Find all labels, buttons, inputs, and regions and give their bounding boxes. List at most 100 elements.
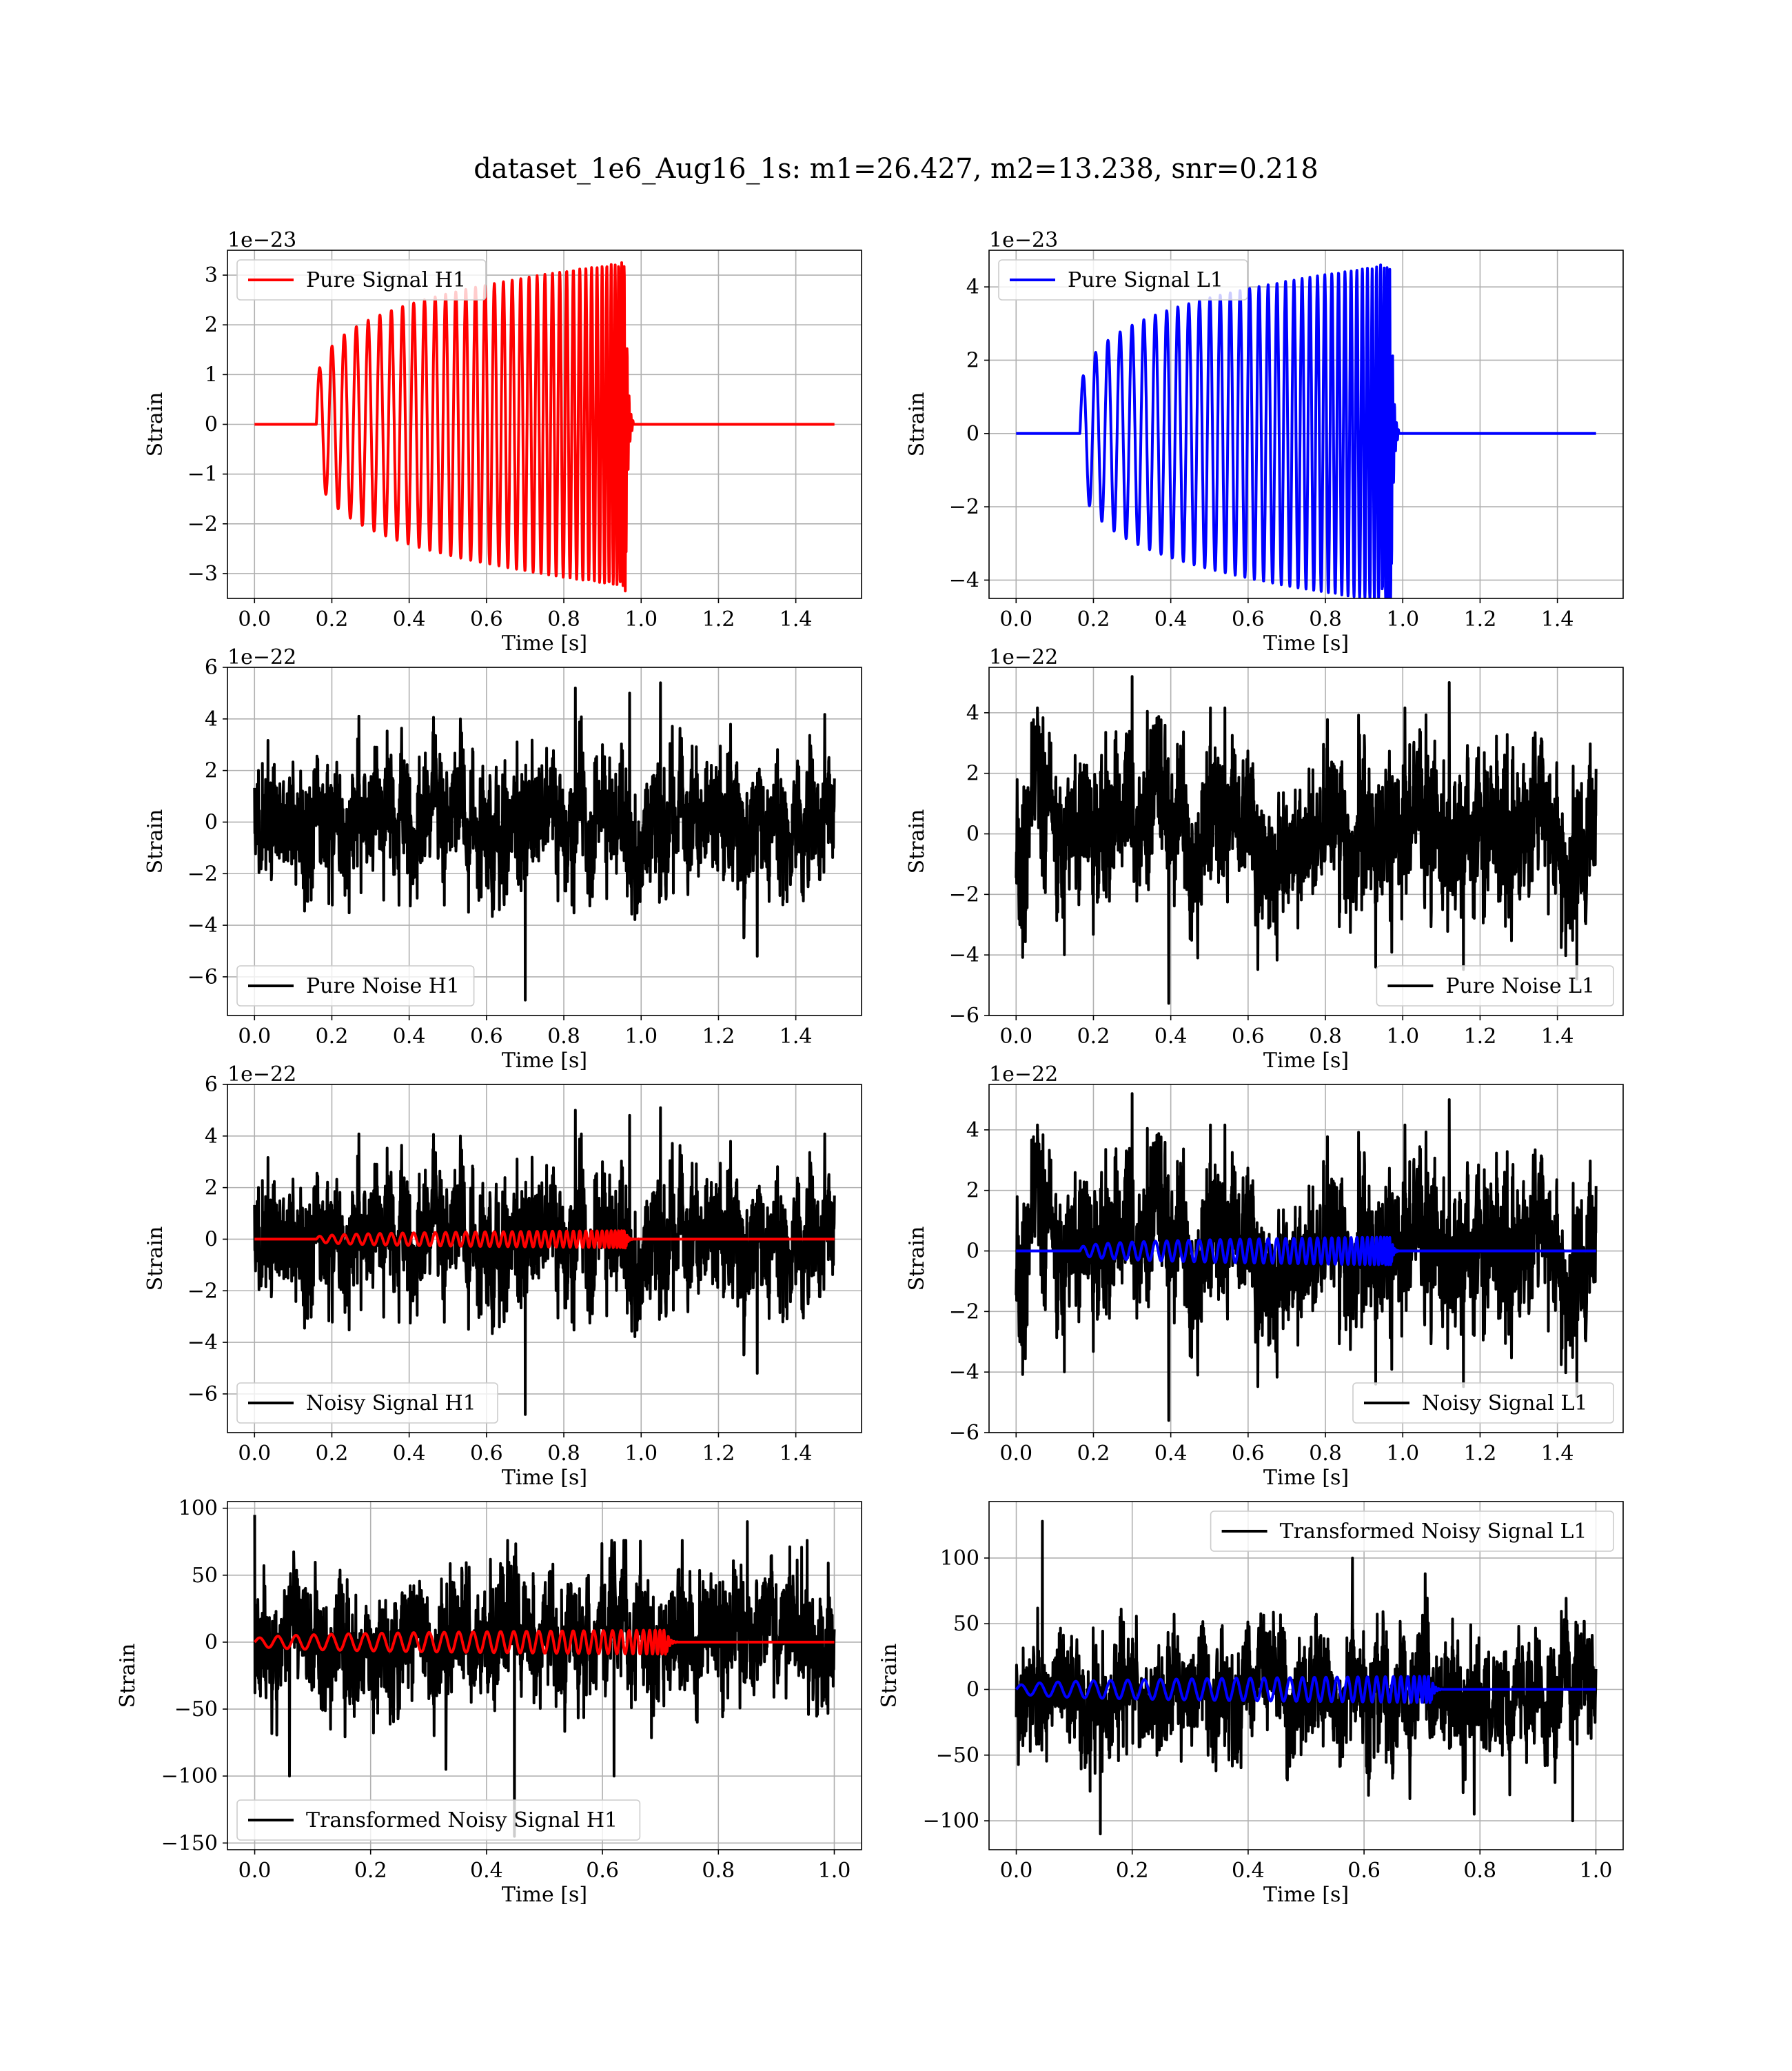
- legend-label: Noisy Signal L1: [1422, 1391, 1587, 1415]
- x-tick-label: 0.2: [1077, 1024, 1110, 1049]
- y-axis-label: Strain: [116, 1644, 140, 1708]
- plot-area: [1015, 675, 1598, 1005]
- legend-label: Pure Signal H1: [306, 268, 466, 292]
- x-tick-label: 0.2: [316, 1442, 349, 1466]
- subplot-noisy-signal-h1: 0.0 0.2 0.4 0.6 0.8 1.0 1.2 1.4 −6 −4 −2 0 2 4 6 Time […: [143, 1062, 862, 1490]
- y-tick-label: −6: [949, 1421, 979, 1445]
- x-tick-label: 0.4: [1232, 1859, 1265, 1883]
- y-tick-label: −4: [949, 568, 979, 592]
- y-tick-label: 2: [205, 1176, 218, 1200]
- y-tick-label: 100: [940, 1546, 979, 1570]
- y-axis-label: Strain: [905, 1226, 929, 1291]
- legend-box: [1376, 965, 1614, 1007]
- x-axis-label: Time [s]: [502, 632, 587, 656]
- plot-area: [1015, 1519, 1598, 1836]
- y-tick-label: −2: [187, 512, 218, 536]
- plot-area: [253, 1515, 836, 1838]
- legend-label: Pure Signal L1: [1068, 268, 1223, 292]
- x-tick-label: 1.4: [1541, 607, 1574, 632]
- x-tick-label: 0.6: [470, 607, 503, 632]
- axes-frame: [227, 1501, 862, 1850]
- x-axis-label: Time [s]: [1263, 632, 1349, 656]
- x-tick-label: 0.0: [238, 607, 271, 632]
- y-tick-label: 2: [205, 313, 218, 337]
- y-axis-label: Strain: [143, 1226, 167, 1291]
- x-axis-label: Time [s]: [502, 1466, 587, 1490]
- x-tick-label: 0.8: [1309, 1442, 1342, 1466]
- y-tick-label: −2: [187, 862, 218, 886]
- y-tick-label: 2: [966, 348, 979, 372]
- subplot-pure-signal-h1: 0.0 0.2 0.4 0.6 0.8 1.0 1.2 1.4 −3 −2 −1 0 1 2 3 Time […: [143, 228, 862, 656]
- legend-label: Transformed Noisy Signal H1: [306, 1808, 618, 1832]
- y-tick-label: 0: [205, 1630, 218, 1655]
- x-tick-label: 0.8: [1463, 1859, 1496, 1883]
- y-tick-label: −2: [949, 495, 979, 519]
- x-tick-label: 0.2: [1116, 1859, 1149, 1883]
- y-tick-label: −3: [187, 562, 218, 586]
- y-axis-label: Strain: [143, 809, 167, 874]
- x-axis-label: Time [s]: [502, 1883, 587, 1907]
- x-tick-label: 0.6: [1232, 607, 1265, 632]
- y-tick-label: 1: [205, 363, 218, 387]
- series-line-0: [1015, 1519, 1598, 1836]
- x-tick-label: 0.6: [1232, 1442, 1265, 1466]
- x-tick-label: 0.8: [547, 1442, 580, 1466]
- y-tick-label: −2: [949, 882, 979, 907]
- axes-frame: [988, 1501, 1624, 1850]
- x-tick-label: 1.0: [1580, 1859, 1613, 1883]
- x-tick-label: 0.0: [1000, 1859, 1033, 1883]
- x-tick-label: 0.2: [1077, 1442, 1110, 1466]
- y-tick-label: −150: [161, 1831, 218, 1855]
- x-tick-label: 1.4: [1541, 1024, 1574, 1049]
- subplot-transformed-noisy-signal-h1: 0.0 0.2 0.4 0.6 0.8 1.0 −150 −100 −50 0 50 100 Time …: [116, 1497, 862, 1907]
- axes-frame: [988, 250, 1624, 599]
- series-line-1: [1015, 1235, 1598, 1266]
- plot-area: [253, 261, 836, 593]
- y-tick-label: 4: [966, 275, 979, 299]
- series-line-1: [1015, 1675, 1598, 1704]
- axes-frame: [227, 1084, 862, 1433]
- y-tick-label: 2: [966, 1179, 979, 1203]
- x-tick-label: 1.2: [702, 1442, 735, 1466]
- x-tick-label: 0.0: [238, 1024, 271, 1049]
- legend: Transformed Noisy Signal H1: [236, 1799, 641, 1841]
- legend: Noisy Signal H1: [236, 1382, 498, 1424]
- x-tick-label: 1.2: [702, 1024, 735, 1049]
- y-tick-label: 0: [205, 413, 218, 437]
- x-tick-label: 0.6: [470, 1024, 503, 1049]
- offset-text: 1e−22: [227, 645, 296, 669]
- x-tick-label: 0.4: [1154, 1024, 1188, 1049]
- axes-frame: [988, 1084, 1624, 1433]
- x-tick-label: 0.0: [999, 1024, 1032, 1049]
- x-tick-label: 0.8: [1309, 607, 1342, 632]
- x-axis-label: Time [s]: [1263, 1466, 1349, 1490]
- legend-box: [236, 1382, 498, 1424]
- x-tick-label: 0.2: [354, 1859, 387, 1883]
- x-tick-label: 0.2: [316, 1024, 349, 1049]
- series-line-0: [253, 681, 836, 1002]
- x-tick-label: 1.4: [780, 607, 813, 632]
- legend-box: [1210, 1511, 1614, 1552]
- legend-label: Noisy Signal H1: [306, 1391, 476, 1415]
- axes-frame: [227, 667, 862, 1016]
- y-tick-label: −2: [949, 1300, 979, 1324]
- y-tick-label: −100: [161, 1764, 218, 1788]
- y-tick-label: −6: [949, 1004, 979, 1028]
- x-tick-label: 0.0: [999, 607, 1032, 632]
- x-tick-label: 0.4: [470, 1859, 503, 1883]
- subplot-transformed-noisy-signal-l1: 0.0 0.2 0.4 0.6 0.8 1.0 −100 −50 0 50 100 Time [s] S…: [877, 1501, 1624, 1907]
- legend: Noisy Signal L1: [1352, 1382, 1614, 1424]
- x-tick-label: 0.4: [393, 1442, 426, 1466]
- x-tick-label: 1.2: [1464, 1442, 1497, 1466]
- legend-label: Transformed Noisy Signal L1: [1280, 1519, 1587, 1544]
- x-tick-label: 0.4: [1154, 1442, 1188, 1466]
- x-tick-label: 1.0: [818, 1859, 851, 1883]
- y-tick-label: 2: [966, 762, 979, 786]
- series-line-1: [253, 1229, 836, 1250]
- x-tick-label: 0.6: [1232, 1024, 1265, 1049]
- y-tick-label: 2: [205, 759, 218, 783]
- x-tick-label: 0.0: [238, 1442, 271, 1466]
- x-tick-label: 0.6: [470, 1442, 503, 1466]
- y-tick-label: −2: [187, 1279, 218, 1303]
- offset-text: 1e−22: [989, 1062, 1058, 1087]
